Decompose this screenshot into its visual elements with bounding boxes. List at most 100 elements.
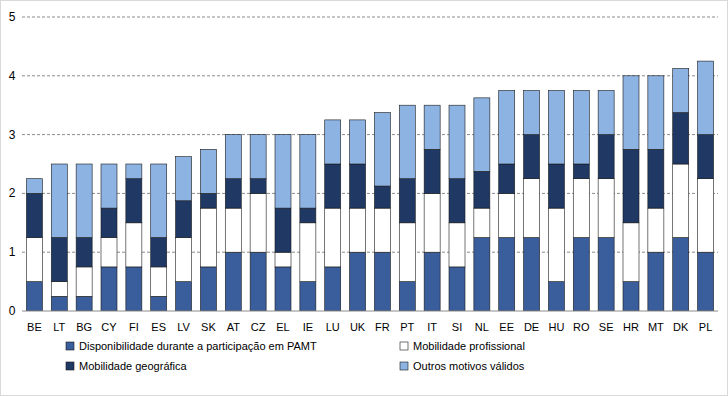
bar-segment <box>474 98 490 172</box>
bar-segment <box>598 135 614 179</box>
y-tick-label: 5 <box>9 10 16 24</box>
bar-segment <box>648 76 664 150</box>
bar-segment <box>474 238 490 312</box>
x-tick-label: EE <box>499 321 514 333</box>
bar-segment <box>200 267 216 311</box>
bar-segment <box>51 238 67 282</box>
x-tick-label: LT <box>53 321 65 333</box>
x-tick-label: LV <box>177 321 190 333</box>
bar-segment <box>275 267 291 311</box>
bar-segment <box>300 223 316 282</box>
bar-segment <box>598 91 614 135</box>
bar-segment <box>399 282 415 311</box>
bar-segment <box>374 113 390 187</box>
bar-segment <box>51 282 67 297</box>
bar-segment <box>300 135 316 209</box>
bar-segment <box>101 164 117 208</box>
bar-segment <box>200 208 216 267</box>
bar-segment <box>76 267 92 296</box>
bar-segment <box>474 208 490 237</box>
bar-segment <box>300 208 316 223</box>
bar-segment <box>26 193 42 237</box>
x-tick-label: FI <box>129 321 139 333</box>
bar-segment <box>499 164 515 193</box>
x-tick-label: SK <box>201 321 216 333</box>
bar-segment <box>474 171 490 208</box>
legend-swatch <box>66 342 74 350</box>
bar-segment <box>250 179 266 194</box>
grid-line <box>22 75 718 76</box>
legend-swatch <box>400 362 408 370</box>
x-tick-label: RO <box>573 321 590 333</box>
x-tick-label: EL <box>276 321 289 333</box>
legend-swatch <box>66 362 74 370</box>
x-tick-label: SI <box>452 321 462 333</box>
y-tick-label: 2 <box>9 186 16 200</box>
bar-segment <box>250 193 266 252</box>
bar-segment <box>648 208 664 252</box>
bar-segment <box>698 61 714 135</box>
bar-segment <box>573 238 589 312</box>
bar-segment <box>176 157 192 201</box>
bar-segment <box>673 113 689 164</box>
bar-segment <box>449 267 465 311</box>
bar-segment <box>598 238 614 312</box>
bar-segment <box>673 68 689 112</box>
bar-segment <box>51 164 67 238</box>
bar-segment <box>548 164 564 208</box>
bar-segment <box>623 282 639 311</box>
x-tick-label: HR <box>623 321 639 333</box>
bar-segment <box>151 164 167 238</box>
grid-line <box>22 17 718 18</box>
bar-segment <box>548 282 564 311</box>
bar-segment <box>698 179 714 253</box>
y-tick-label: 0 <box>9 304 16 318</box>
bar-segment <box>225 208 241 252</box>
y-tick-label: 3 <box>9 128 16 142</box>
bar-segment <box>325 120 341 164</box>
bar-segment <box>524 91 540 135</box>
bar-segment <box>200 149 216 193</box>
legend-label: Outros motivos válidos <box>413 360 525 372</box>
bar-segment <box>350 208 366 252</box>
background <box>1 1 728 396</box>
bar-segment <box>548 208 564 282</box>
bar-segment <box>250 252 266 311</box>
x-tick-label: BG <box>76 321 92 333</box>
bar-segment <box>698 135 714 179</box>
bar-segment <box>151 238 167 267</box>
chart-svg: 012345BELTBGCYFIESLVSKATCZELIELUUKFRPTIT… <box>0 0 728 396</box>
bar-segment <box>673 238 689 312</box>
x-axis <box>22 311 718 312</box>
bar-segment <box>524 135 540 179</box>
x-tick-label: IE <box>303 321 313 333</box>
bar-segment <box>424 149 440 193</box>
bar-segment <box>524 179 540 238</box>
bar-segment <box>424 252 440 311</box>
bar-segment <box>26 282 42 311</box>
bar-segment <box>26 238 42 282</box>
bar-segment <box>623 223 639 282</box>
bar-segment <box>623 149 639 223</box>
x-tick-label: CZ <box>251 321 266 333</box>
x-tick-label: IT <box>427 321 437 333</box>
bar-segment <box>225 252 241 311</box>
bar-segment <box>548 91 564 165</box>
y-tick-label: 1 <box>9 245 16 259</box>
bar-segment <box>374 208 390 252</box>
x-tick-label: NL <box>475 321 489 333</box>
bar-segment <box>126 164 142 179</box>
bar-segment <box>573 179 589 238</box>
bar-segment <box>573 91 589 165</box>
x-tick-label: ES <box>151 321 166 333</box>
bar-segment <box>275 208 291 252</box>
bars <box>26 61 713 311</box>
bar-segment <box>275 252 291 267</box>
x-tick-label: PL <box>699 321 712 333</box>
bar-segment <box>126 267 142 311</box>
y-axis-range <box>22 17 23 311</box>
legend-label: Mobilidade profissional <box>413 340 525 352</box>
bar-segment <box>126 179 142 223</box>
bar-segment <box>598 179 614 238</box>
x-tick-label: MT <box>648 321 664 333</box>
